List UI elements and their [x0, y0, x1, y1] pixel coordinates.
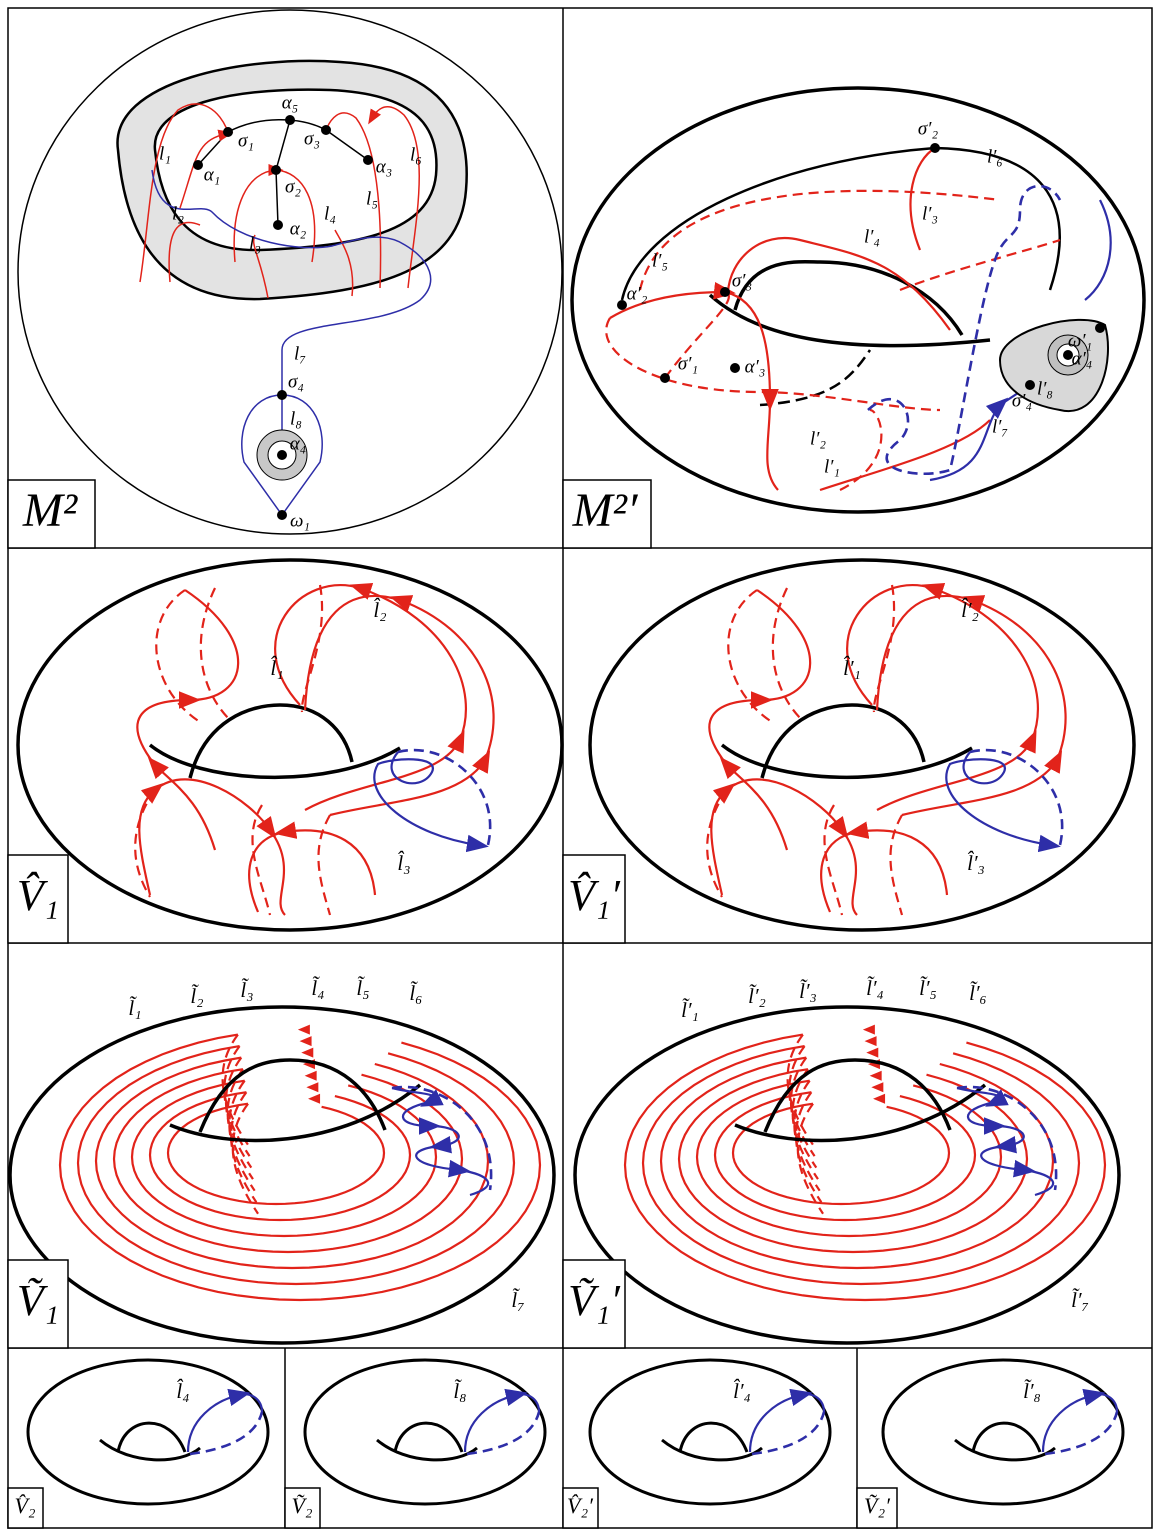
panel-v2-tilde: [305, 1360, 545, 1504]
annotation: l′₆: [987, 146, 1003, 167]
panel-m2-prime: [572, 88, 1144, 512]
annotation: σ₁: [238, 130, 254, 151]
annotation: l̃₁: [128, 996, 141, 1020]
annotation: α₁: [204, 164, 221, 185]
annotation: l̃₄: [311, 976, 324, 1000]
annotation: α₃: [376, 156, 393, 177]
panel-m2: [18, 10, 562, 534]
annotation: σ′₁: [678, 353, 698, 374]
panel-v1-tilde-prime: [575, 1007, 1119, 1343]
annotation: l̃′₆: [969, 981, 987, 1005]
panel-label: Ṽ₂: [291, 1493, 312, 1518]
annotation: l̃′₅: [919, 976, 937, 1000]
annotation: σ₂: [285, 176, 301, 197]
annotation: l̃′₇: [1071, 1288, 1089, 1312]
annotation: l̃₈: [453, 1379, 466, 1403]
annotation: l₆: [410, 144, 422, 165]
annotation: l₄: [324, 203, 336, 224]
annotation: l̂′₂: [961, 598, 979, 622]
annotation: ω₁: [290, 510, 310, 531]
annotation: l₈: [290, 408, 302, 429]
annotation: l̂₂: [373, 598, 386, 622]
orbit: [168, 1104, 384, 1204]
annotation: l₅: [366, 188, 378, 209]
panel-v1-tilde: [10, 1007, 554, 1343]
arrow: [301, 1048, 313, 1058]
annotation: α′₃: [745, 356, 766, 377]
arrow: [306, 1082, 318, 1092]
annotation: l̂′₃: [967, 851, 985, 875]
annotation: l₁: [159, 143, 171, 164]
figure: M² α₅ σ₁ σ₃ α₁ α₃ σ₂ α₂ l₁ l₂ l₃ l₄ l₅ l₆ l₇ σ₄ l₈ α₄ ω₁ M²…: [0, 0, 1155, 1531]
annotation: l̃′₄: [866, 976, 884, 1000]
page: M² α₅ σ₁ σ₃ α₁ α₃ σ₂ α₂ l₁ l₂ l₃ l₄ l₅ l₆ l₇ σ₄ l₈ α₄ ω₁ M²…: [0, 0, 1155, 1531]
annotation: σ₃: [304, 128, 320, 149]
annotation: l′₇: [992, 416, 1008, 437]
arrow: [298, 1025, 310, 1035]
annotation: l̂₃: [397, 851, 410, 875]
annotation: l′₂: [810, 428, 826, 449]
panel-v1-hat-prime: [590, 560, 1134, 930]
annotation: l̂₁: [270, 656, 283, 680]
panel-v2-tilde-prime: [883, 1360, 1123, 1504]
annotation: l̂′₄: [733, 1379, 751, 1403]
annotation: σ′₂: [918, 118, 939, 139]
panel-label: V̂₂′: [567, 1493, 594, 1518]
arrow: [300, 1036, 312, 1046]
annotation: l̃′₈: [1023, 1379, 1041, 1403]
annotation: l̂₄: [176, 1379, 189, 1403]
annotation: l̂′₁: [843, 656, 861, 680]
orbit: [78, 1046, 514, 1284]
annotation: σ₄: [288, 371, 304, 392]
annotation: l̃′₁: [681, 998, 699, 1022]
orbit: [60, 1035, 540, 1300]
annotation: l̃₂: [190, 984, 203, 1008]
annotation: l̃′₂: [748, 984, 766, 1008]
panel-label: M²: [22, 484, 79, 537]
annotation: l′₃: [922, 203, 938, 224]
panel-label: Ṽ₂′: [864, 1493, 891, 1518]
arrow: [308, 1094, 320, 1104]
annotation: l′₅: [652, 250, 668, 271]
arrow: [305, 1071, 317, 1081]
annotation: l₂: [172, 203, 184, 224]
annotation: α₂: [290, 218, 307, 239]
annotation: σ′₃: [732, 270, 752, 291]
panel-label: Ṽ₁′: [568, 1276, 621, 1325]
orbit: [150, 1092, 410, 1220]
panel-v2-hat-prime: [590, 1360, 830, 1504]
annotation: l₇: [294, 343, 306, 364]
annotation: l̃₅: [356, 976, 369, 1000]
annotation: α₄: [290, 433, 307, 454]
annotation: l̃₆: [409, 981, 422, 1005]
panel-label: V̂₂: [14, 1493, 35, 1518]
annotation: α′₂: [627, 283, 648, 304]
panel-v2-hat: [28, 1360, 268, 1504]
panel-label: V̂₁′: [568, 871, 621, 920]
annotation: l̃₃: [240, 978, 253, 1002]
annotation: l₃: [249, 233, 261, 254]
annotation: l′₄: [864, 226, 880, 247]
panel-label: Ṽ₁: [17, 1276, 59, 1325]
panel-label: M²′: [572, 484, 639, 537]
panel-v1-hat: [18, 560, 562, 930]
annotation: α′₄: [1072, 348, 1093, 369]
annotation: α₅: [282, 92, 299, 113]
annotation: σ′₄: [1012, 390, 1032, 411]
panel-label: V̂₁: [17, 871, 59, 920]
annotation: l̃′₃: [799, 979, 817, 1003]
annotation: l̃₇: [511, 1288, 524, 1312]
annotation: l′₁: [824, 456, 840, 477]
annotation: l′₈: [1037, 378, 1053, 399]
